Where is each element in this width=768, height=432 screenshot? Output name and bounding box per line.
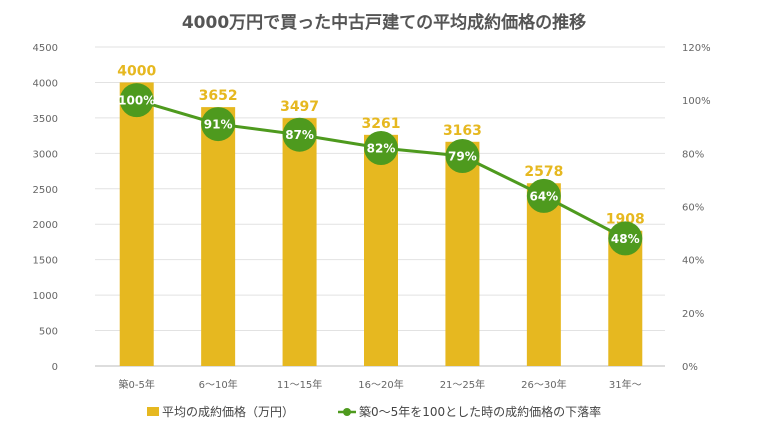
y-left-tick-label: 1000 <box>33 291 58 302</box>
chart-title: 4000万円で買った中古戸建ての平均成約価格の推移 <box>182 12 586 33</box>
line-marker <box>526 178 561 213</box>
bar-data-label: 2578 <box>524 164 563 180</box>
bar <box>201 107 236 367</box>
x-tick-label: 31年～ <box>609 378 642 391</box>
bar-data-label: 3652 <box>199 88 238 104</box>
bar <box>119 82 154 366</box>
x-tick-label: 築0-5年 <box>119 378 155 391</box>
line-marker <box>201 107 236 142</box>
bar <box>445 141 480 366</box>
line-marker <box>364 131 398 166</box>
line-data-label: 91% <box>204 118 233 132</box>
x-tick-label: 16～20年 <box>358 378 403 391</box>
line-marker <box>119 83 154 118</box>
y-left-tick-label: 0 <box>52 362 58 373</box>
y-left-tick-label: 4500 <box>33 43 58 54</box>
y-right-tick-label: 40% <box>682 256 704 267</box>
legend-line-marker <box>343 408 351 416</box>
bar-data-label: 3163 <box>443 123 482 139</box>
line-data-label: 87% <box>285 128 314 142</box>
bar <box>282 118 317 366</box>
y-left-tick-label: 3500 <box>33 114 58 125</box>
bar <box>526 183 561 366</box>
y-left-tick-label: 4000 <box>33 78 58 89</box>
line-marker <box>608 221 643 256</box>
line-marker <box>282 117 317 152</box>
legend-bar-swatch <box>147 407 159 416</box>
legend: 平均の成約価格（万円） 築0～5年を100とした時の成約価格の下落率 <box>147 404 601 419</box>
x-tick-label: 21～25年 <box>440 378 485 391</box>
y-right-tick-label: 20% <box>682 309 704 320</box>
line-data-label: 100% <box>118 94 155 108</box>
line-data-label: 64% <box>529 189 558 203</box>
y-right-tick-label: 120% <box>682 43 711 54</box>
y-right-tick-label: 0% <box>682 362 698 373</box>
legend-bar-label: 平均の成約価格（万円） <box>162 404 294 419</box>
x-tick-label: 26～30年 <box>521 378 566 391</box>
bar <box>364 134 398 366</box>
y-left-tick-label: 500 <box>39 327 58 338</box>
legend-line-label: 築0～5年を100とした時の成約価格の下落率 <box>359 404 601 419</box>
x-tick-label: 11～15年 <box>277 378 322 391</box>
bar-data-label: 3497 <box>280 99 319 115</box>
line-data-label: 48% <box>611 232 640 246</box>
y-left-tick-label: 2000 <box>33 220 58 231</box>
y-left-tick-label: 2500 <box>33 185 58 196</box>
y-left-tick-label: 3000 <box>33 149 58 160</box>
y-right-tick-label: 80% <box>682 149 704 160</box>
line-data-label: 82% <box>367 142 396 156</box>
line-marker <box>445 138 480 173</box>
y-left-tick-label: 1500 <box>33 256 58 267</box>
y-right-tick-label: 60% <box>682 203 704 214</box>
bar-data-label: 4000 <box>117 63 156 79</box>
y-right-tick-label: 100% <box>682 96 711 107</box>
bar-data-label: 1908 <box>606 212 645 228</box>
x-tick-label: 6～10年 <box>199 378 238 391</box>
line-data-label: 79% <box>448 149 477 163</box>
bar-data-label: 3261 <box>362 116 401 132</box>
